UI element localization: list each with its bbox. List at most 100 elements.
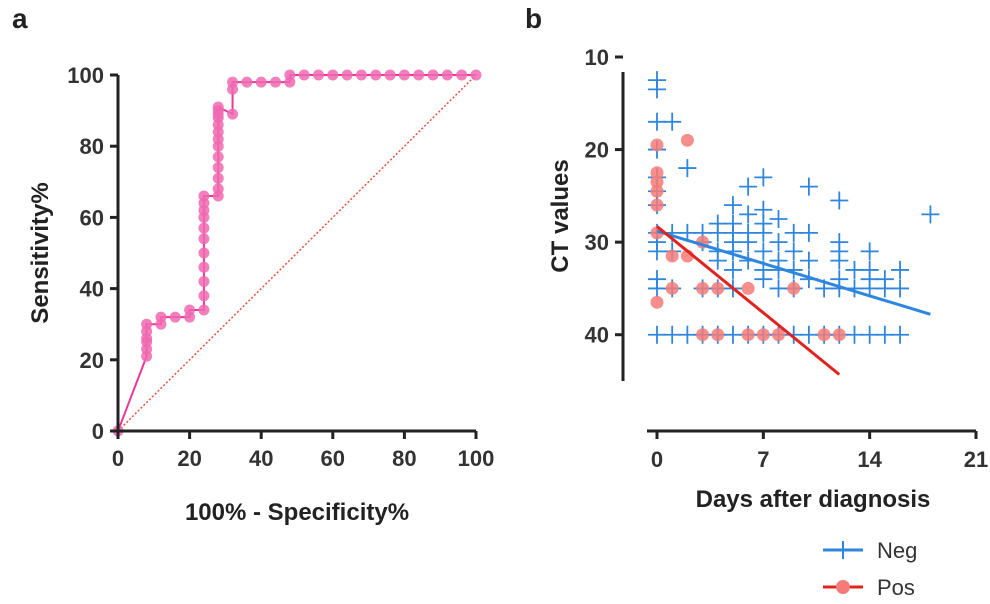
x-tick-label: 20 <box>177 446 201 471</box>
roc-point <box>198 261 210 273</box>
roc-point <box>212 172 224 184</box>
x-tick-label: 80 <box>392 446 416 471</box>
roc-point <box>198 275 210 287</box>
x-tick-label: 60 <box>321 446 345 471</box>
neg-point <box>784 223 803 242</box>
neg-point <box>875 325 894 344</box>
pos-point <box>650 175 664 189</box>
x-tick-label: 14 <box>857 447 882 472</box>
y-tick-label: 40 <box>585 323 609 348</box>
neg-point <box>799 325 818 344</box>
neg-point <box>648 325 666 344</box>
roc-point <box>470 69 482 81</box>
roc-point <box>456 69 468 81</box>
roc-point <box>341 69 353 81</box>
neg-point <box>708 251 727 270</box>
neg-point <box>754 168 773 187</box>
neg-point <box>648 80 666 99</box>
pos-point <box>787 281 801 295</box>
trend-lines <box>656 225 931 376</box>
roc-point <box>427 69 439 81</box>
roc-point <box>198 190 210 202</box>
x-tick-label: 0 <box>651 447 663 472</box>
neg-point <box>860 325 879 344</box>
pos-point <box>711 281 725 295</box>
roc-point <box>241 76 253 88</box>
legend-pos-label: Pos <box>877 575 915 600</box>
roc-point <box>370 69 382 81</box>
panel-letter-a: a <box>12 3 28 34</box>
neg-point <box>769 279 788 298</box>
neg-point <box>648 112 666 131</box>
legend-neg-label: Neg <box>877 538 917 563</box>
legend-pos-marker <box>836 580 850 594</box>
pos-points <box>650 133 846 342</box>
neg-point <box>769 210 788 228</box>
y-axis-title: CT values <box>547 159 574 272</box>
pos-point <box>817 328 831 342</box>
panel-letter-b: b <box>525 3 542 34</box>
neg-point <box>663 112 682 131</box>
neg-point <box>739 205 758 224</box>
roc-point <box>327 69 339 81</box>
roc-point <box>198 290 210 302</box>
pos-point <box>772 328 786 342</box>
pos-point <box>741 281 755 295</box>
neg-point <box>799 223 818 242</box>
neg-point <box>875 279 894 298</box>
roc-point <box>355 69 367 81</box>
roc-point <box>155 311 167 323</box>
neg-point <box>921 205 940 224</box>
pos-point <box>711 328 725 342</box>
roc-point <box>141 318 153 330</box>
neg-point <box>648 279 666 298</box>
neg-point <box>648 242 666 261</box>
y-axis-title: Sensitivity% <box>27 182 54 323</box>
pos-point <box>650 295 664 309</box>
neg-point <box>784 325 803 344</box>
roc-point <box>212 183 224 195</box>
neg-point <box>784 242 803 261</box>
neg-point <box>739 177 758 196</box>
neg-trend-line <box>656 229 931 316</box>
neg-point <box>739 233 758 252</box>
roc-point <box>227 76 239 88</box>
y-tick-label: 20 <box>80 348 104 373</box>
neg-point <box>723 325 742 344</box>
roc-point <box>398 69 410 81</box>
roc-point <box>212 162 224 174</box>
neg-point <box>845 325 864 344</box>
neg-point <box>723 196 742 215</box>
pos-point <box>756 328 770 342</box>
roc-point <box>270 76 282 88</box>
neg-point <box>754 270 773 289</box>
x-tick-label: 100 <box>458 446 495 471</box>
roc-point <box>198 222 210 234</box>
roc-point <box>284 69 296 81</box>
axes: 0 20 40 60 80 100 0 20 40 60 80 100 <box>67 63 494 471</box>
pos-point <box>665 249 679 263</box>
diagonal-reference-line <box>117 74 477 432</box>
neg-point <box>845 260 864 279</box>
y-tick-label: 0 <box>92 419 104 444</box>
neg-point <box>754 223 773 242</box>
x-tick-label: 40 <box>249 446 273 471</box>
roc-point <box>184 304 196 316</box>
y-tick-label: 10 <box>585 45 609 70</box>
axes: 0 7 14 21 10 20 30 40 <box>585 45 989 472</box>
roc-point <box>255 76 267 88</box>
neg-point <box>891 279 910 298</box>
legend: Neg Pos <box>823 538 917 600</box>
neg-point <box>708 223 727 242</box>
pos-point <box>696 281 710 295</box>
neg-point <box>769 233 788 252</box>
reference-line <box>117 74 477 432</box>
pos-point <box>680 133 694 147</box>
neg-point <box>799 251 818 270</box>
roc-series <box>112 69 482 437</box>
y-tick-label: 20 <box>585 138 609 163</box>
y-tick-label: 40 <box>80 277 104 302</box>
pos-point <box>741 328 755 342</box>
roc-point <box>441 69 453 81</box>
roc-point <box>298 69 310 81</box>
